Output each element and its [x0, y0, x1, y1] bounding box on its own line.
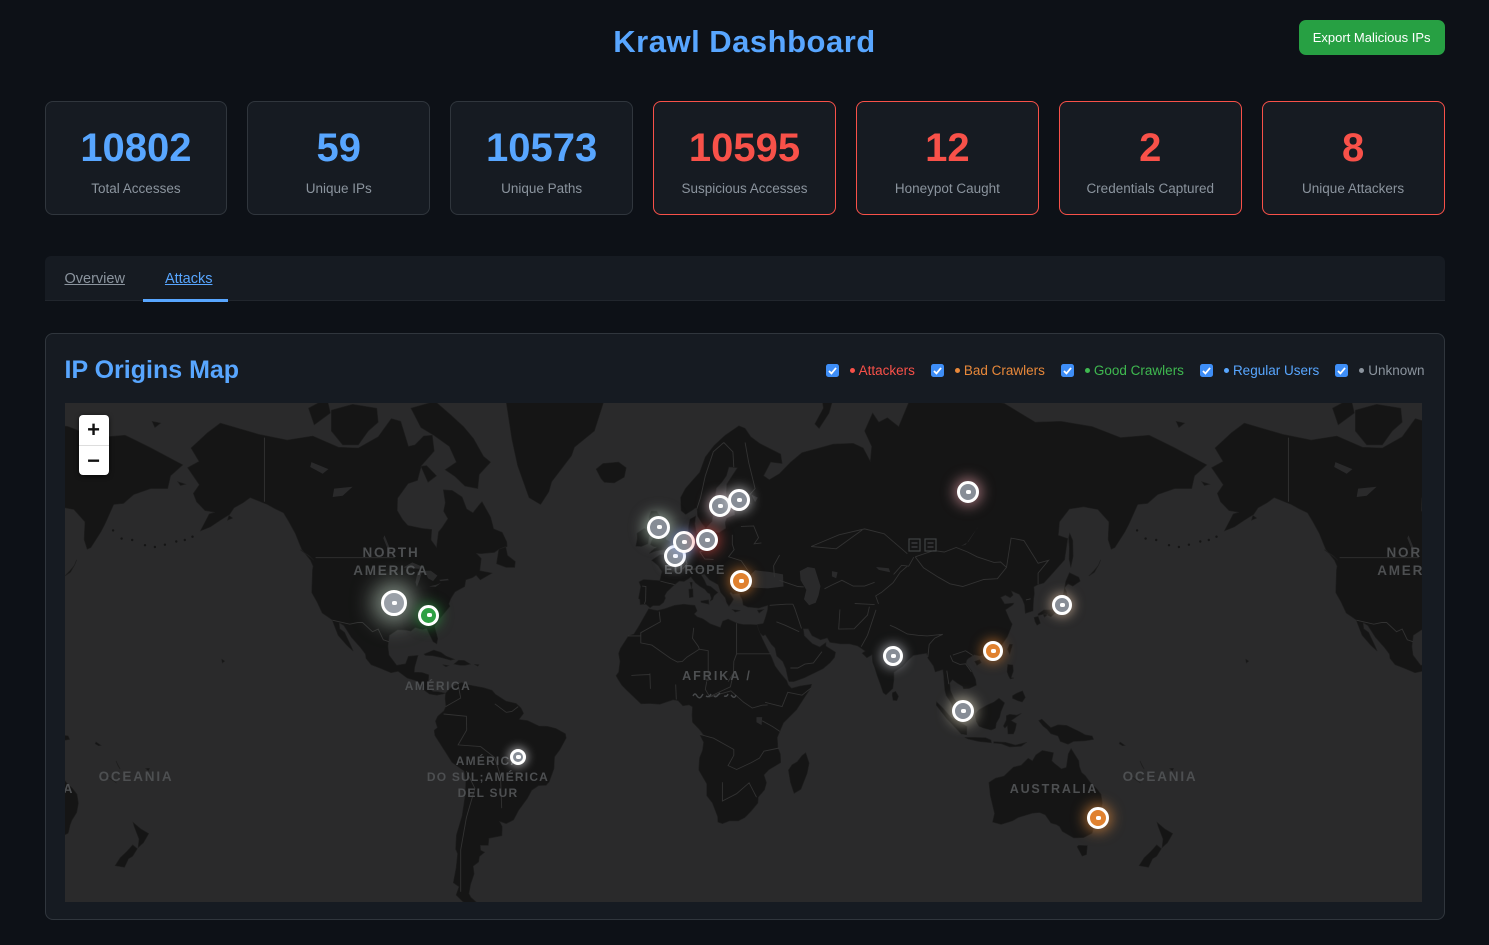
- svg-text:AMÉRICA: AMÉRICA: [455, 753, 519, 768]
- svg-text:AFRIKA /: AFRIKA /: [682, 669, 752, 683]
- svg-text:EUROPE: EUROPE: [664, 563, 726, 577]
- svg-text:DO SUL;AMÉRICA: DO SUL;AMÉRICA: [426, 769, 548, 784]
- svg-text:NORTH: NORTH: [1386, 545, 1422, 560]
- svg-text:OCEANIA: OCEANIA: [1122, 769, 1197, 784]
- svg-text:AMERICA: AMERICA: [1377, 563, 1422, 578]
- svg-text:OCEANIA: OCEANIA: [98, 769, 173, 784]
- svg-text:AMERICA: AMERICA: [353, 563, 429, 578]
- svg-text:NORTH: NORTH: [362, 545, 419, 560]
- svg-text:DEL SUR: DEL SUR: [457, 786, 518, 800]
- svg-text:AMÉRICA: AMÉRICA: [404, 678, 471, 693]
- svg-text:AUSTRALIA: AUSTRALIA: [65, 782, 74, 796]
- svg-text:AUSTRALIA: AUSTRALIA: [1009, 782, 1097, 796]
